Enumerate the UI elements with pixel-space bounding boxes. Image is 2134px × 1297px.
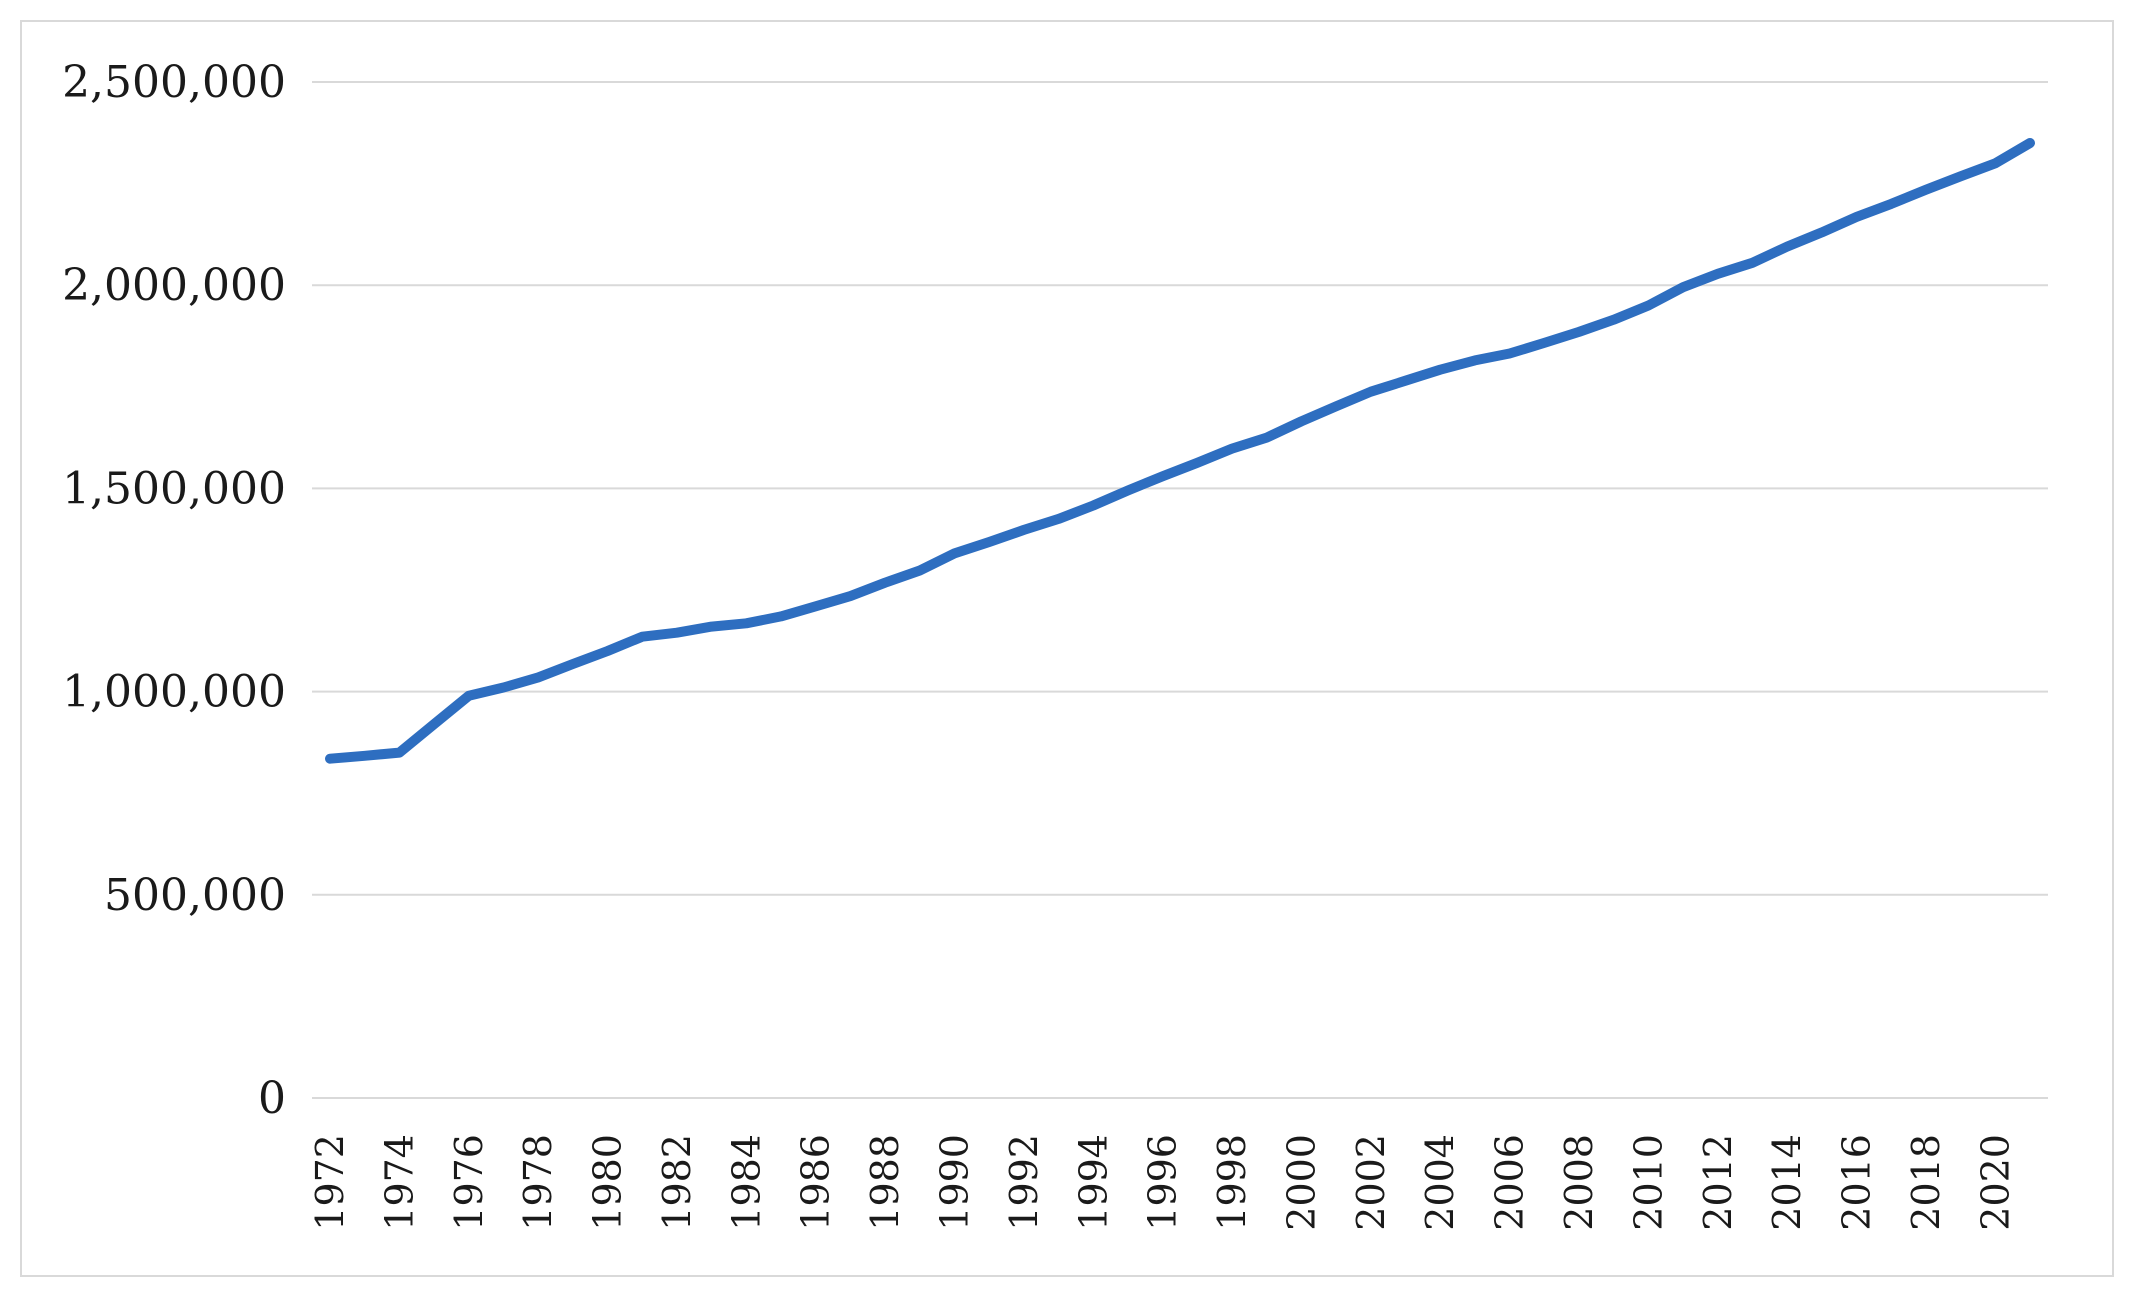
x-tick-label: 2010 — [1626, 1134, 1670, 1231]
x-tick-label: 1988 — [863, 1134, 907, 1231]
x-tick-label: 1986 — [794, 1134, 838, 1231]
x-tick-label: 2016 — [1835, 1134, 1879, 1231]
x-tick-label: 1974 — [377, 1134, 421, 1231]
y-tick-label: 0 — [258, 1073, 286, 1124]
x-tick-label: 1990 — [932, 1134, 976, 1231]
x-tick-label: 1996 — [1141, 1134, 1185, 1231]
x-tick-label: 1998 — [1210, 1134, 1254, 1231]
x-tick-label: 1976 — [447, 1134, 491, 1231]
y-tick-label: 2,500,000 — [62, 57, 286, 108]
series-lines — [325, 138, 2035, 764]
x-tick-label: 1978 — [516, 1134, 560, 1231]
y-tick-label: 500,000 — [104, 870, 286, 921]
x-tick-label: 2018 — [1904, 1134, 1948, 1231]
x-tick-label: 2012 — [1696, 1134, 1740, 1231]
x-tick-label: 2014 — [1765, 1134, 1809, 1231]
y-tick-label: 2,000,000 — [62, 260, 286, 311]
x-tick-label: 2002 — [1349, 1134, 1393, 1231]
x-tick-label: 2000 — [1279, 1134, 1323, 1231]
series-line-0 — [325, 138, 2035, 764]
x-tick-label: 1994 — [1071, 1134, 1115, 1231]
x-tick-label: 1984 — [724, 1134, 768, 1231]
x-tick-label: 2004 — [1418, 1134, 1462, 1231]
y-axis-tick-labels: 0 500,000 1,000,000 1,500,000 2,000,000 2,500… — [62, 57, 286, 1124]
x-tick-label: 2008 — [1557, 1134, 1601, 1231]
y-tick-label: 1,000,000 — [62, 667, 286, 718]
gridlines — [312, 81, 2048, 1099]
x-tick-label: 1982 — [655, 1134, 699, 1231]
x-axis-tick-labels: 1972 1974 1976 1978 1980 1982 1984 1986 1988 1990… — [308, 1134, 2017, 1231]
x-tick-label: 1992 — [1002, 1134, 1046, 1231]
chart-frame — [20, 20, 2114, 1277]
y-tick-label: 1,500,000 — [62, 463, 286, 514]
x-tick-label: 2006 — [1488, 1134, 1532, 1231]
x-tick-label: 1980 — [586, 1134, 630, 1231]
x-tick-label: 1972 — [308, 1134, 352, 1231]
x-tick-label: 2020 — [1973, 1134, 2017, 1231]
